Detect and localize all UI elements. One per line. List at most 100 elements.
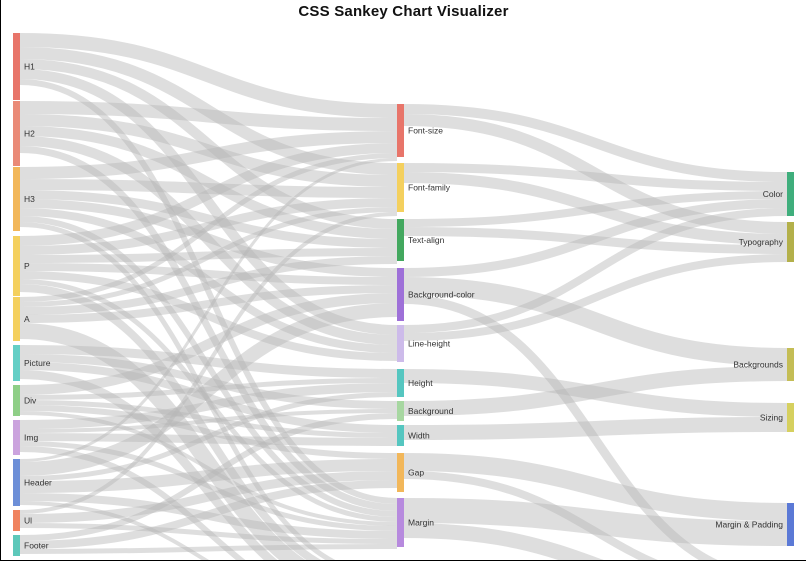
sankey-link-div-height (19, 378, 398, 400)
sankey-node-color (787, 172, 794, 216)
sankey-link-h3-background-color (19, 199, 398, 277)
sankey-node-label-width: Width (408, 431, 430, 441)
sankey-node-label-h3: H3 (24, 194, 35, 204)
sankey-node-typography (787, 222, 794, 262)
sankey-node-label-footer: Footer (24, 541, 49, 551)
sankey-node-label-background-color: Background-color (408, 290, 475, 300)
sankey-link-height-sizing (403, 369, 788, 417)
sankey-node-label-text-align: Text-align (408, 235, 445, 245)
sankey-link-width-sizing (403, 417, 788, 440)
sankey-link-h3-text-align (19, 190, 398, 248)
sankey-link-font-family-typography (403, 172, 788, 245)
sankey-node-line-height (397, 325, 404, 362)
sankey-node-label-color: Color (763, 189, 783, 199)
sankey-link-footer-background (19, 413, 398, 541)
sankey-link-background-color-color (403, 199, 788, 277)
sankey-link-text-align-color (403, 191, 788, 227)
sankey-link-h1-text-align (19, 59, 398, 229)
sankey-link-p-properties-offscreen (19, 284, 322, 560)
sankey-node-label-background: Background (408, 406, 454, 416)
sankey-link-line-height-typography (403, 254, 788, 341)
sankey-link-img-width (19, 433, 398, 446)
sankey-node-width (397, 425, 404, 446)
sankey-node-label-height: Height (408, 378, 433, 388)
sankey-node-label-h1: H1 (24, 62, 35, 72)
sankey-node-label-a: A (24, 314, 30, 324)
sankey-link-header-height (19, 392, 398, 481)
sankey-link-picture-width (19, 362, 398, 433)
sankey-link-p-font-family (19, 198, 398, 255)
sankey-node-label-font-family: Font-family (408, 183, 451, 193)
sankey-link-a-background-color (19, 285, 398, 323)
sankey-link-margin-margin-padding (403, 498, 788, 546)
sankey-link-h2-text-align (19, 126, 398, 239)
sankey-link-ul-margin (19, 523, 398, 544)
sankey-link-header-properties-offscreen (19, 501, 210, 560)
sankey-node-label-backgrounds: Backgrounds (733, 360, 783, 370)
sankey-node-background-color (397, 268, 404, 321)
sankey-link-footer-gap (19, 480, 398, 549)
sankey-node-label-line-height: Line-height (408, 339, 451, 349)
sankey-node-label-ul: Ul (24, 516, 32, 526)
sankey-node-background (397, 401, 404, 421)
sankey-node-label-margin-padding: Margin & Padding (715, 520, 783, 530)
sankey-node-label-typography: Typography (739, 237, 784, 247)
sankey-link-ul-font-family (19, 212, 398, 514)
sankey-link-p-text-align (19, 248, 398, 263)
sankey-node-h1 (13, 33, 20, 100)
sankey-link-footer-margin (19, 544, 398, 554)
sankey-node-label-font-size: Font-size (408, 126, 443, 136)
sankey-link-div-margin (19, 411, 398, 526)
sankey-link-h2-font-family (19, 114, 398, 187)
sankey-link-header-margin (19, 493, 398, 539)
sankey-link-header-gap (19, 459, 398, 493)
chart-title: CSS Sankey Chart Visualizer (298, 3, 509, 20)
sankey-node-h2 (13, 101, 20, 166)
sankey-link-img-margin (19, 441, 398, 531)
sankey-node-footer (13, 535, 20, 556)
sankey-link-p-background-color (19, 263, 398, 285)
sankey-node-gap (397, 453, 404, 492)
sankey-link-div-background-color (19, 293, 398, 395)
sankey-link-h2-line-height (19, 136, 398, 345)
sankey-link-a-font-family (19, 207, 398, 307)
sankey-node-label-p: P (24, 261, 30, 271)
sankey-node-label-gap: Gap (408, 468, 424, 478)
sankey-link-h1-line-height (19, 69, 398, 335)
sankey-link-div-width (19, 400, 398, 438)
sankey-node-ul (13, 510, 20, 531)
sankey-node-margin-padding (787, 503, 794, 546)
sankey-link-picture-properties-offscreen (19, 370, 278, 560)
sankey-link-h3-font-family (19, 179, 398, 198)
sankey-link-header-background-color (19, 303, 398, 476)
sankey-link-text-align-typography (403, 227, 788, 254)
sankey-link-p-line-height (19, 271, 398, 361)
sankey-link-background-backgrounds (403, 366, 788, 416)
sankey-node-label-img: Img (24, 433, 38, 443)
sankey-link-margin-categories-offscreen (403, 523, 604, 560)
sankey-link-h1-font-size (19, 33, 398, 118)
sankey-node-label-sizing: Sizing (760, 413, 783, 423)
sankey-node-height (397, 369, 404, 397)
sankey-link-img-properties-offscreen (19, 446, 246, 560)
sankey-link-h3-font-size (19, 131, 398, 179)
sankey-link-h1-margin (19, 79, 398, 504)
sankey-link-picture-height (19, 345, 398, 378)
sankey-node-label-picture: Picture (24, 358, 51, 368)
sankey-link-h2-margin (19, 146, 398, 511)
sankey-link-picture-background (19, 354, 398, 409)
sankey-node-backgrounds (787, 348, 794, 381)
sankey-node-label-header: Header (24, 478, 52, 488)
sankey-link-h2-font-size (19, 101, 398, 131)
sankey-node-label-h2: H2 (24, 129, 35, 139)
sankey-link-font-size-typography (403, 114, 788, 234)
sankey-node-font-family (397, 163, 404, 212)
sankey-node-label-div: Div (24, 396, 37, 406)
sankey-link-header-font-size (19, 158, 398, 462)
sankey-link-ul-gap (19, 471, 398, 523)
sankey-node-img (13, 420, 20, 455)
sankey-link-a-font-size (19, 153, 398, 302)
sankey-node-font-size (397, 104, 404, 157)
sankey-node-header (13, 459, 20, 506)
